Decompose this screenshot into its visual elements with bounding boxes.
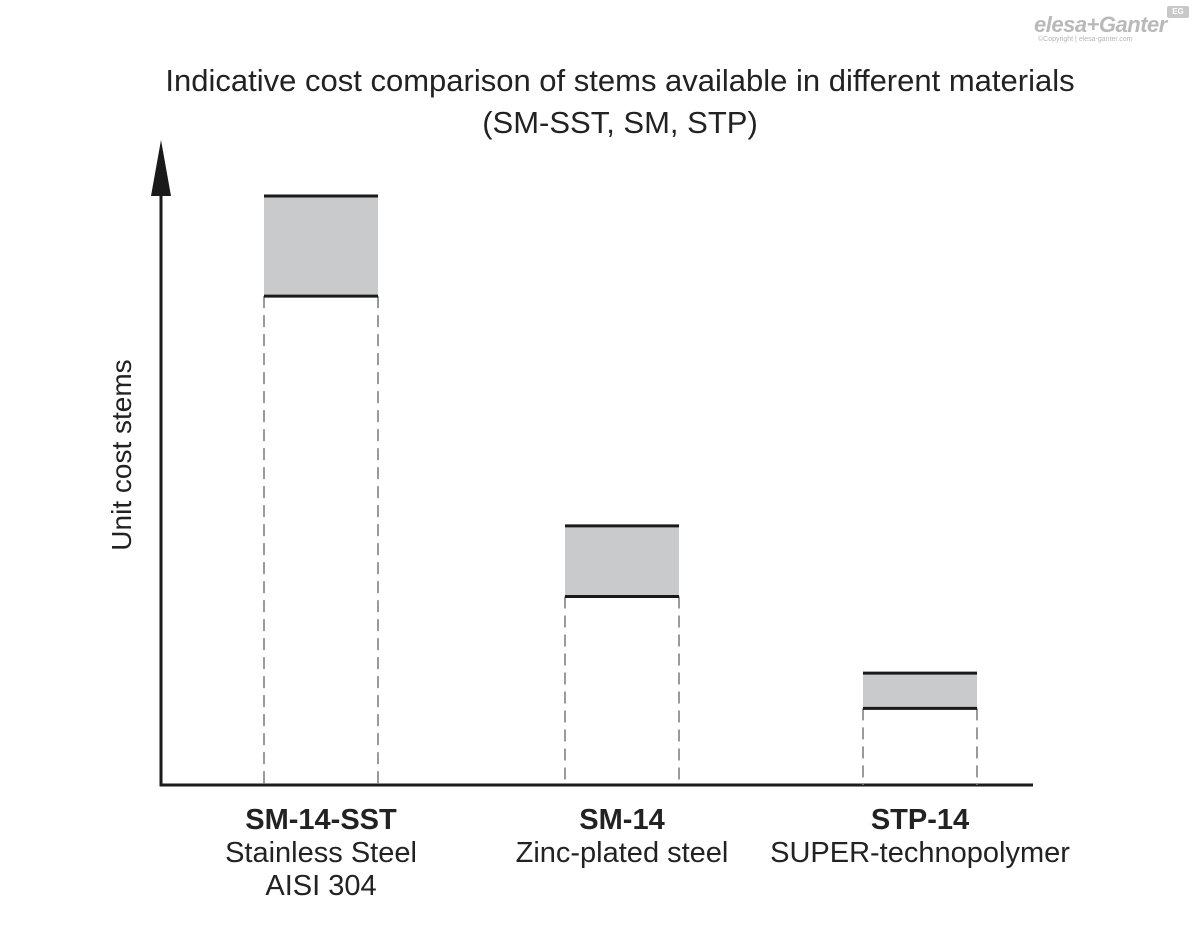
cost-range-bar: [565, 525, 679, 597]
category-material: Zinc-plated steel: [515, 837, 729, 869]
category-label: STP-14 SUPER-technopolymer: [770, 804, 1070, 870]
category-material: Stainless Steel: [225, 837, 417, 869]
category-label: SM-14 Zinc-plated steel: [516, 804, 729, 870]
category-label: SM-14-SST Stainless Steel AISI 304: [225, 804, 417, 903]
chart-subtitle-line: (SM-SST, SM, STP): [482, 105, 758, 140]
category-code: STP-14: [870, 804, 970, 836]
brand-logo: elesa+Ganter EG ©Copyright | elesa-gante…: [1018, 6, 1198, 48]
cost-range-bar: [863, 673, 977, 709]
logo-badge: EG: [1167, 6, 1189, 18]
category-material: AISI 304: [265, 870, 377, 902]
cost-range-bar: [264, 196, 378, 297]
y-axis-arrow: [151, 140, 171, 196]
chart-title: Indicative cost comparison of stems avai…: [0, 60, 1200, 144]
logo-wordmark: elesa+Ganter: [1034, 12, 1167, 37]
category-material: SUPER-technopolymer: [770, 837, 1070, 869]
logo-copyright: ©Copyright | elesa-ganter.com: [1038, 36, 1133, 43]
category-code: SM-14-SST: [245, 804, 397, 836]
chart-title-line: Indicative cost comparison of stems avai…: [165, 63, 1075, 98]
category-code: SM-14: [579, 804, 665, 836]
